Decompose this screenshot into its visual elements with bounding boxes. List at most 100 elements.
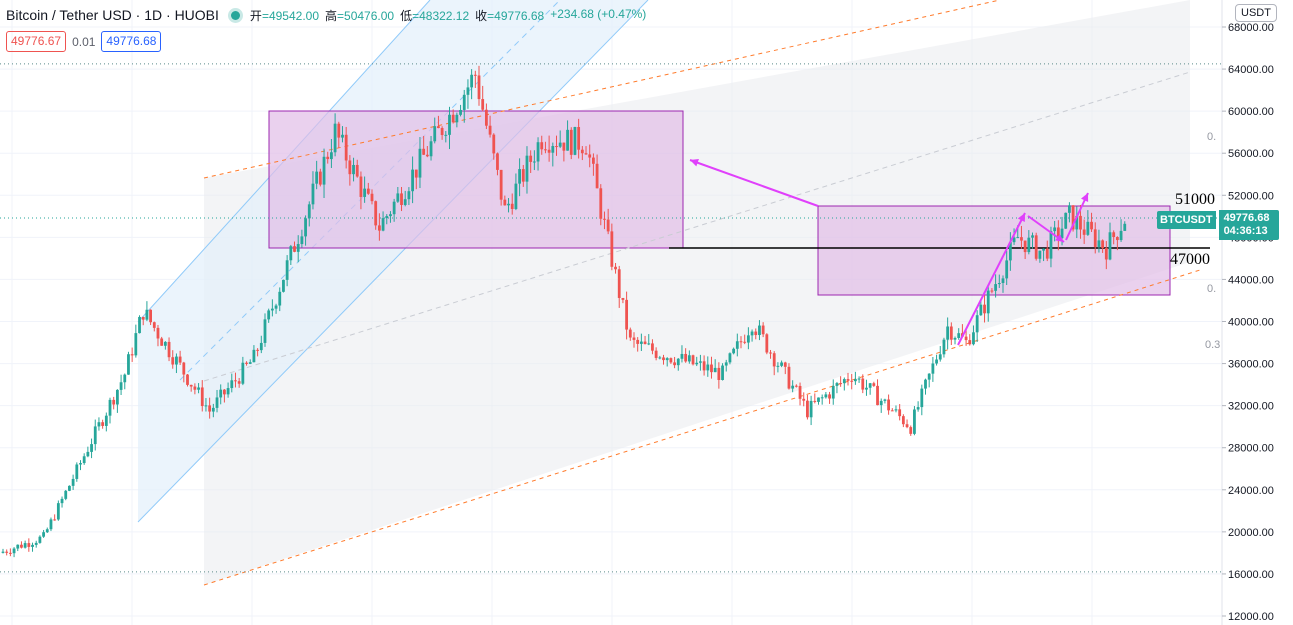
range-box-lower — [817, 205, 1171, 296]
candle-body — [429, 141, 433, 157]
candle-body — [101, 422, 105, 426]
candle-body — [241, 362, 245, 384]
candle-body — [1016, 237, 1020, 239]
candle-body — [86, 451, 90, 457]
candle-body — [341, 134, 344, 138]
last-price-tag: BTCUSDT 49776.68 04:36:13 — [1157, 210, 1279, 240]
market-status-icon — [230, 10, 240, 20]
candle-body — [772, 353, 776, 367]
candle-body — [651, 343, 654, 351]
candle-body — [175, 356, 178, 365]
candle-body — [200, 387, 204, 407]
candle-body — [1093, 229, 1097, 247]
candle-body — [894, 409, 898, 411]
candle-body — [979, 304, 983, 316]
candle-body — [558, 142, 562, 147]
candle-body — [702, 361, 706, 371]
candle-body — [695, 362, 699, 365]
candle-body — [510, 203, 514, 210]
arrow-up-2-head — [1081, 193, 1089, 202]
candle-body — [418, 148, 422, 178]
candle-body — [152, 322, 156, 328]
candle-body — [898, 409, 902, 417]
candle-body — [318, 171, 322, 185]
candle-body — [846, 379, 850, 381]
candle-body — [794, 385, 798, 387]
candle-body — [905, 424, 909, 428]
candle-body — [115, 389, 119, 405]
candle-body — [662, 357, 665, 361]
candle-body — [521, 169, 525, 182]
candle-body — [569, 129, 573, 155]
candle-body — [1056, 227, 1060, 239]
candle-body — [824, 394, 828, 398]
candle-body — [865, 387, 868, 390]
candle-body — [606, 219, 610, 232]
candle-body — [1082, 229, 1086, 235]
candle-body — [916, 407, 920, 410]
candle-body — [31, 544, 34, 547]
candle-body — [186, 374, 189, 385]
candle-body — [389, 214, 392, 217]
candle-body — [93, 426, 97, 445]
sell-button[interactable]: 49776.67 — [6, 31, 67, 52]
bar-countdown: 04:36:13 — [1223, 225, 1268, 237]
candle-body — [706, 364, 710, 371]
candle-body — [1086, 221, 1090, 235]
candle-body — [119, 382, 123, 390]
axis-tick-label: 20000.00 — [1228, 527, 1274, 539]
candle-body — [160, 338, 164, 346]
candle-body — [1045, 248, 1049, 259]
candle-body — [193, 386, 197, 390]
candle-body — [134, 333, 138, 356]
candle-body — [931, 363, 935, 374]
candle-body — [658, 357, 662, 359]
candle-body — [927, 373, 931, 380]
candle-body — [219, 389, 223, 398]
candle-body — [699, 361, 702, 363]
candle-body — [82, 456, 86, 464]
currency-button[interactable]: USDT — [1235, 4, 1277, 22]
candle-body — [518, 169, 521, 184]
candle-body — [481, 99, 485, 110]
candle-body — [813, 400, 817, 402]
symbol-title[interactable]: Bitcoin / Tether USD · 1D · HUOBI — [6, 7, 219, 23]
candle-body — [330, 152, 333, 160]
candle-body — [278, 291, 282, 306]
candle-body — [5, 551, 9, 553]
candle-body — [680, 353, 684, 359]
candle-body — [411, 169, 414, 192]
candle-body — [584, 153, 588, 155]
candle-body — [42, 532, 45, 537]
candle-body — [189, 384, 193, 387]
low-value: =48322.12 — [412, 8, 470, 23]
candle-body — [551, 146, 555, 153]
candle-body — [1038, 250, 1042, 259]
candle-body — [669, 358, 673, 363]
candle-body — [1075, 215, 1079, 230]
buy-button[interactable]: 49776.68 — [101, 31, 162, 52]
candle-body — [783, 362, 787, 367]
candle-body — [326, 156, 330, 160]
axis-tick-label: 68000.00 — [1228, 22, 1274, 34]
candle-body — [938, 354, 942, 360]
candle-body — [1053, 227, 1057, 232]
candle-body — [879, 400, 883, 406]
candle-body — [1071, 205, 1075, 230]
candle-body — [787, 366, 791, 389]
trend-line-lower — [203, 269, 1201, 586]
candle-body — [968, 340, 972, 345]
candle-body — [414, 169, 418, 178]
candle-body — [455, 114, 459, 123]
candle-body — [946, 326, 950, 340]
candle-body — [1027, 237, 1031, 253]
candle-body — [422, 148, 426, 155]
chart-legend: Bitcoin / Tether USD · 1D · HUOBI 开=4954… — [6, 6, 646, 24]
candle-body — [466, 87, 470, 95]
candle-body — [536, 142, 540, 162]
candle-body — [377, 225, 381, 231]
candle-body — [577, 127, 581, 150]
level-label-47000: 47000 — [1170, 251, 1210, 268]
candle-body — [746, 335, 750, 343]
